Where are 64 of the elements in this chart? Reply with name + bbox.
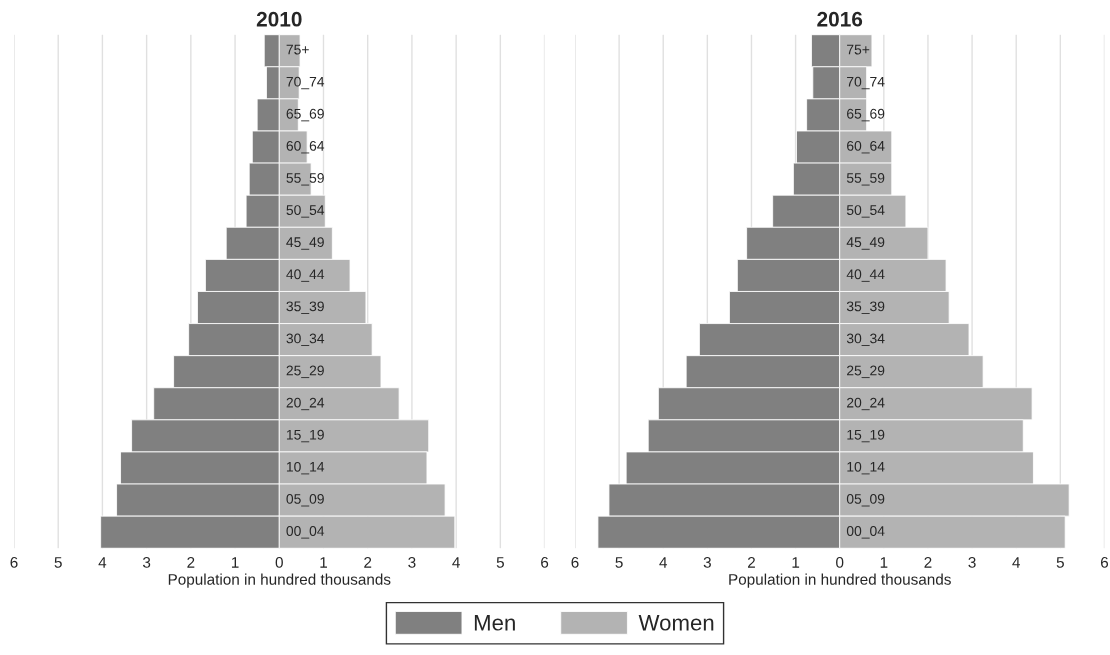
y-tick-label: 65_69 (847, 108, 885, 122)
legend-label: Men (474, 615, 515, 631)
y-tick-label: 65_69 (286, 108, 324, 122)
x-tick-label: 4 (98, 557, 107, 568)
y-tick-label: 70_74 (286, 76, 325, 90)
chart-title: 2010 (256, 11, 302, 27)
y-tick-label: 50_54 (286, 205, 325, 218)
y-tick-label: 00_04 (286, 526, 325, 539)
y-tick-label: 55_59 (286, 173, 324, 186)
y-tick-label: 60_64 (286, 140, 325, 154)
y-tick-label: 05_09 (286, 493, 324, 507)
x-tick-label: 2 (187, 556, 195, 568)
x-tick-label: 5 (54, 557, 62, 568)
x-tick-label: 0 (836, 556, 844, 568)
x-tick-label: 6 (541, 556, 549, 568)
y-tick-label: 55_59 (846, 173, 885, 186)
x-axis-title: Population in hundred thousands (168, 573, 391, 588)
x-tick-label: 2 (364, 556, 372, 568)
y-tick-label: 20_24 (286, 397, 325, 411)
x-tick-label: 5 (615, 557, 623, 568)
x-tick-label: 4 (1012, 557, 1021, 568)
y-tick-label: 40_44 (286, 269, 325, 282)
y-tick-label: 35_39 (286, 301, 324, 314)
x-tick-label: 4 (452, 557, 460, 568)
x-tick-label: 3 (408, 556, 416, 568)
x-tick-label: 6 (571, 556, 579, 568)
x-tick-label: 3 (142, 556, 151, 568)
x-tick-label: 6 (10, 556, 18, 568)
x-tick-label: 1 (231, 557, 239, 568)
y-tick-label: 50_54 (846, 205, 885, 218)
y-tick-label: 75+ (847, 44, 870, 55)
x-tick-label: 5 (496, 557, 504, 568)
x-tick-label: 5 (1056, 557, 1064, 568)
y-tick-label: 30_34 (286, 333, 325, 346)
x-tick-label: 1 (880, 557, 888, 568)
x-axis-title: Population in hundred thousands (729, 573, 951, 588)
x-tick-label: 3 (703, 556, 711, 568)
y-tick-label: 45_49 (286, 237, 324, 250)
chart-title: 2016 (817, 11, 863, 27)
x-tick-label: 4 (659, 557, 668, 568)
legend-label: Women (638, 615, 714, 631)
x-tick-label: 1 (320, 557, 327, 568)
y-tick-label: 05_09 (846, 493, 885, 507)
y-tick-label: 10_14 (847, 461, 885, 475)
y-tick-label: 25_29 (847, 365, 885, 379)
y-tick-label: 75+ (286, 44, 309, 55)
x-tick-label: 1 (792, 557, 800, 568)
y-tick-label: 00_04 (846, 526, 885, 539)
y-tick-label: 10_14 (286, 461, 325, 475)
y-tick-label: 35_39 (846, 301, 885, 314)
x-tick-label: 6 (1100, 556, 1109, 568)
y-tick-label: 60_64 (847, 140, 885, 154)
y-tick-label: 70_74 (847, 76, 885, 90)
y-tick-label: 15_19 (286, 429, 324, 443)
y-tick-label: 25_29 (286, 365, 324, 379)
y-tick-label: 40_44 (846, 269, 885, 282)
y-tick-label: 15_19 (847, 429, 885, 443)
x-tick-label: 2 (924, 556, 932, 568)
y-tick-label: 45_49 (846, 237, 885, 250)
y-tick-label: 30_34 (846, 333, 885, 346)
x-tick-label: 0 (275, 556, 283, 568)
x-tick-label: 3 (968, 556, 976, 568)
y-tick-label: 20_24 (847, 397, 885, 411)
x-tick-label: 2 (747, 556, 755, 568)
